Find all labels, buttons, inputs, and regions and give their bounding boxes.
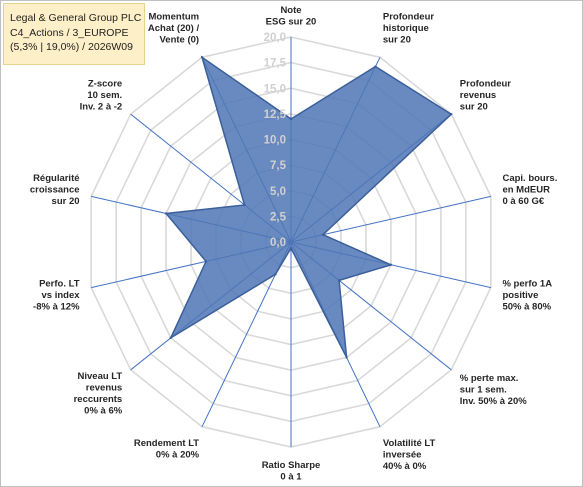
series-point bbox=[243, 203, 246, 207]
tick-label: 12,5 bbox=[264, 109, 287, 121]
tick-label: 2,5 bbox=[270, 211, 287, 223]
axis-label: Capi. bours. en MdEUR 0 à 60 G€ bbox=[502, 173, 557, 207]
axis-label-line: Perfo. LT bbox=[39, 278, 80, 289]
axis-label: Profondeur historique sur 20 bbox=[383, 11, 434, 45]
axis-label: Perfo. LT vs index -8% à 12% bbox=[33, 278, 80, 312]
radar-series bbox=[164, 55, 453, 359]
series-area bbox=[164, 55, 453, 358]
axis-label-line: revenus bbox=[460, 90, 496, 101]
axis-label-line: en MdEUR bbox=[502, 185, 550, 196]
axis-label-line: 0 à 60 G€ bbox=[502, 196, 544, 207]
axis-label-line: % perfo 1A bbox=[502, 278, 552, 289]
axis-label-line: 50% à 80% bbox=[502, 301, 551, 312]
axis-label: Ratio Sharpe 0 à 1 bbox=[262, 460, 321, 483]
tick-label: 5,0 bbox=[270, 186, 286, 198]
title-line-category: C4_Actions / 3_EUROPE bbox=[10, 26, 129, 39]
axis-label-line: Profondeur bbox=[460, 78, 511, 89]
axis-label-line: 40% à 0% bbox=[383, 461, 427, 472]
series-point bbox=[274, 273, 277, 276]
axis-label-line: Inv. 50% à 20% bbox=[460, 396, 527, 407]
axis-label-line: revenus bbox=[86, 382, 122, 393]
axis-label-line: Rendement LT bbox=[134, 438, 199, 449]
axis-label-line: historique bbox=[383, 23, 429, 34]
series-point bbox=[450, 112, 453, 116]
axis-label-line: sur 20 bbox=[460, 101, 488, 112]
axis-label-line: Momentum bbox=[148, 11, 199, 22]
series-point bbox=[169, 336, 172, 340]
title-line-company: Legal & General Group PLC bbox=[10, 12, 142, 24]
axis-label-line: Z-score bbox=[88, 78, 122, 89]
axis-label-line: vs index bbox=[42, 290, 81, 301]
tick-label: 17,5 bbox=[264, 58, 287, 70]
axis-label-line: positive bbox=[502, 290, 538, 301]
axis-label-line: Niveau LT bbox=[78, 371, 123, 382]
axis-label-line: sur 1 sem. bbox=[460, 385, 507, 396]
axis-label: Profondeur revenus sur 20 bbox=[460, 78, 511, 112]
axis-label-line: % perte max. bbox=[460, 373, 519, 384]
axis-label-line: Régularité bbox=[33, 173, 79, 184]
axis-label-line: ESG sur 20 bbox=[266, 17, 317, 28]
axis-label-line: sur 20 bbox=[383, 34, 411, 45]
axis-label-line: Capi. bours. bbox=[502, 173, 557, 184]
series-point bbox=[289, 246, 293, 250]
axis-label: % perfo 1A positive 50% à 80% bbox=[502, 278, 552, 312]
axis-label-line: reccurents bbox=[74, 394, 123, 405]
axis-label-line: 0% à 6% bbox=[84, 405, 123, 416]
axis-label-line: Achat (20) / bbox=[148, 23, 200, 34]
series-point bbox=[200, 56, 204, 59]
chart-title-box: Legal & General Group PLC C4_Actions / 3… bbox=[3, 3, 145, 65]
radar-tick-labels: 0,0 2,5 5,0 7,5 10,0 12,5 15,0 17,5 20,0 bbox=[264, 32, 287, 249]
axis-label: Niveau LT revenus reccurents 0% à 6% bbox=[74, 371, 123, 417]
axis-label: Volatilité LT inversée 40% à 0% bbox=[383, 438, 436, 472]
series-point bbox=[345, 356, 348, 359]
series-point bbox=[321, 233, 325, 236]
tick-label: 7,5 bbox=[270, 160, 287, 172]
axis-label-line: -8% à 12% bbox=[33, 301, 80, 312]
tick-label: 15,0 bbox=[264, 83, 286, 95]
tick-label: 20,0 bbox=[264, 32, 286, 44]
series-point bbox=[164, 212, 168, 215]
axis-label: % perte max. sur 1 sem. Inv. 50% à 20% bbox=[460, 373, 527, 407]
axis-label-line: croissance bbox=[30, 185, 80, 196]
series-point bbox=[204, 260, 208, 263]
series-point bbox=[289, 117, 293, 121]
axis-label-line: 0% à 20% bbox=[156, 450, 200, 461]
radar-axis-labels: Note ESG sur 20 Profondeur historique sur 20… bbox=[30, 5, 557, 483]
axis-label-line: 10 sem. bbox=[87, 90, 122, 101]
axis-label: Note ESG sur 20 bbox=[266, 5, 317, 28]
series-point bbox=[389, 263, 393, 267]
tick-label: 0,0 bbox=[270, 237, 286, 249]
axis-label-line: Profondeur bbox=[383, 11, 434, 22]
axis-label: Z-score 10 sem. Inv. 2 à -2 bbox=[80, 78, 123, 112]
series-point bbox=[337, 279, 341, 282]
axis-label-line: Inv. 2 à -2 bbox=[80, 101, 123, 112]
axis-label-line: Volatilité LT bbox=[383, 438, 436, 449]
axis-label-line: sur 20 bbox=[52, 196, 80, 207]
axis-label: Rendement LT 0% à 20% bbox=[134, 438, 200, 461]
axis-label: Régularité croissance sur 20 bbox=[30, 173, 80, 207]
axis-label: Momentum Achat (20) / Vente (0) bbox=[148, 11, 200, 45]
tick-label: 10,0 bbox=[264, 135, 286, 147]
axis-label-line: 0 à 1 bbox=[280, 472, 302, 483]
axis-label-line: Note bbox=[280, 5, 301, 16]
axis-label-line: inversée bbox=[383, 450, 422, 461]
title-line-stats: (5,3% | 19,0%) / 2026W09 bbox=[10, 41, 133, 53]
series-point bbox=[374, 65, 377, 68]
axis-label-line: Vente (0) bbox=[160, 34, 200, 45]
axis-label-line: Ratio Sharpe bbox=[262, 460, 321, 471]
